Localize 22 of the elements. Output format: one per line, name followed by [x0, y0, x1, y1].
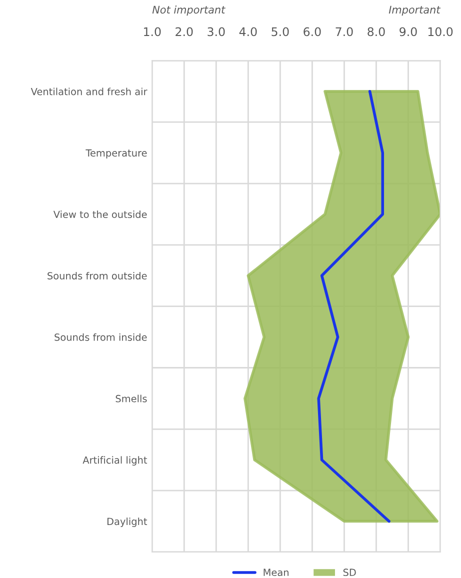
legend-label: Mean	[264, 568, 288, 576]
y-tick-label: Smells	[116, 394, 147, 402]
x-tick-label: 9.0	[400, 27, 417, 36]
x-tick-label: 3.0	[208, 27, 225, 36]
legend-label: SD	[343, 568, 356, 576]
x-tick-label: 2.0	[176, 27, 193, 36]
x-tick-label: 1.0	[144, 27, 161, 36]
x-tick-label: 4.0	[239, 27, 257, 36]
y-tick-label: Sounds from inside	[54, 333, 147, 341]
y-tick-label: Daylight	[107, 518, 148, 527]
y-tick-label: Temperature	[86, 149, 147, 159]
y-tick-label: Artificial light	[82, 456, 148, 466]
x-tick-label: 10.0	[428, 27, 453, 36]
x-tick-label: 8.0	[368, 27, 385, 36]
text: Not important	[152, 6, 226, 16]
x-tick-label: 7.0	[336, 27, 353, 36]
y-tick-label: Ventilation and fresh air	[30, 88, 148, 96]
text: Important	[388, 6, 441, 16]
x-tick-label: 6.0	[304, 27, 321, 36]
x-tick-label: 5.0	[272, 27, 289, 36]
y-tick-label: View to the outside	[53, 210, 147, 218]
y-tick-label: Sounds from outside	[48, 272, 147, 280]
